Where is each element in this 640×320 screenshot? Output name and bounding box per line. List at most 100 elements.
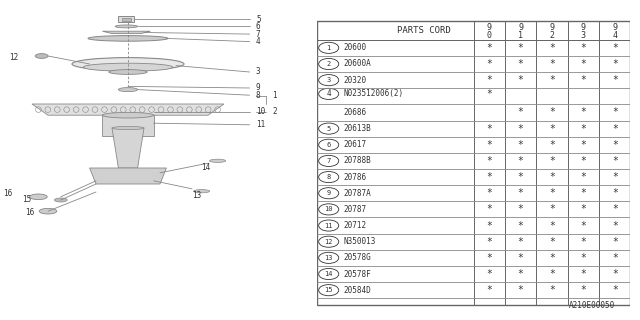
Text: 3: 3 bbox=[581, 31, 586, 40]
Text: *: * bbox=[580, 140, 586, 150]
Text: *: * bbox=[486, 89, 492, 99]
Text: *: * bbox=[549, 108, 555, 117]
Text: 20786: 20786 bbox=[344, 172, 367, 181]
Text: 16: 16 bbox=[3, 189, 12, 198]
Text: 9: 9 bbox=[256, 84, 260, 92]
Text: 0: 0 bbox=[487, 31, 492, 40]
Text: 14: 14 bbox=[202, 164, 211, 172]
Ellipse shape bbox=[29, 194, 47, 200]
Text: *: * bbox=[486, 124, 492, 134]
Text: *: * bbox=[549, 172, 555, 182]
Text: *: * bbox=[518, 108, 524, 117]
Text: 13: 13 bbox=[324, 255, 333, 261]
Text: 11: 11 bbox=[324, 222, 333, 228]
Text: 20788B: 20788B bbox=[344, 156, 371, 165]
Text: *: * bbox=[486, 237, 492, 247]
Text: *: * bbox=[580, 253, 586, 263]
Text: 20578F: 20578F bbox=[344, 269, 371, 278]
Text: *: * bbox=[549, 253, 555, 263]
Text: 2: 2 bbox=[326, 61, 331, 67]
Text: *: * bbox=[486, 285, 492, 295]
Text: 11: 11 bbox=[256, 120, 265, 129]
Text: *: * bbox=[486, 59, 492, 69]
Text: *: * bbox=[580, 285, 586, 295]
Text: 1: 1 bbox=[272, 92, 276, 100]
Text: *: * bbox=[612, 59, 618, 69]
Text: 13: 13 bbox=[192, 191, 201, 200]
Text: *: * bbox=[549, 156, 555, 166]
Text: *: * bbox=[549, 59, 555, 69]
Text: 8: 8 bbox=[326, 174, 331, 180]
Ellipse shape bbox=[112, 126, 144, 130]
Text: N023512006(2): N023512006(2) bbox=[344, 89, 404, 98]
Text: 10: 10 bbox=[324, 206, 333, 212]
Text: 2: 2 bbox=[550, 31, 554, 40]
Ellipse shape bbox=[210, 159, 226, 163]
Text: *: * bbox=[518, 156, 524, 166]
Text: *: * bbox=[580, 124, 586, 134]
Text: N350013: N350013 bbox=[344, 237, 376, 246]
Text: *: * bbox=[486, 156, 492, 166]
Text: *: * bbox=[549, 188, 555, 198]
Polygon shape bbox=[112, 128, 144, 168]
Text: *: * bbox=[580, 237, 586, 247]
Ellipse shape bbox=[83, 63, 173, 71]
Polygon shape bbox=[90, 168, 166, 184]
Ellipse shape bbox=[72, 58, 184, 70]
Text: *: * bbox=[612, 220, 618, 230]
Text: 4: 4 bbox=[326, 89, 331, 98]
Polygon shape bbox=[102, 115, 154, 136]
Text: *: * bbox=[612, 237, 618, 247]
Text: 14: 14 bbox=[324, 271, 333, 277]
Text: 3: 3 bbox=[326, 77, 331, 83]
Text: 3: 3 bbox=[256, 68, 260, 76]
Text: *: * bbox=[580, 188, 586, 198]
Text: *: * bbox=[549, 220, 555, 230]
Text: *: * bbox=[518, 59, 524, 69]
Text: *: * bbox=[549, 140, 555, 150]
Text: 20320: 20320 bbox=[344, 76, 367, 85]
Text: 9: 9 bbox=[326, 190, 331, 196]
Text: *: * bbox=[486, 75, 492, 85]
Text: 2: 2 bbox=[272, 108, 276, 116]
Text: 6: 6 bbox=[326, 142, 331, 148]
Text: *: * bbox=[612, 140, 618, 150]
Text: *: * bbox=[612, 269, 618, 279]
Text: *: * bbox=[549, 43, 555, 53]
Text: *: * bbox=[580, 75, 586, 85]
Text: *: * bbox=[580, 204, 586, 214]
Text: *: * bbox=[518, 140, 524, 150]
Ellipse shape bbox=[118, 88, 138, 92]
Text: 20617: 20617 bbox=[344, 140, 367, 149]
Text: *: * bbox=[518, 220, 524, 230]
Text: 7: 7 bbox=[326, 158, 331, 164]
Ellipse shape bbox=[115, 25, 138, 28]
Ellipse shape bbox=[39, 208, 57, 214]
Text: *: * bbox=[518, 269, 524, 279]
Text: *: * bbox=[518, 285, 524, 295]
Text: *: * bbox=[486, 204, 492, 214]
FancyBboxPatch shape bbox=[118, 16, 134, 22]
Text: 20787A: 20787A bbox=[344, 189, 371, 198]
Text: *: * bbox=[612, 124, 618, 134]
Text: 20584D: 20584D bbox=[344, 286, 371, 295]
Text: 20787: 20787 bbox=[344, 205, 367, 214]
Text: *: * bbox=[518, 172, 524, 182]
Text: *: * bbox=[549, 285, 555, 295]
Text: 12: 12 bbox=[10, 53, 19, 62]
Text: *: * bbox=[580, 156, 586, 166]
Text: 15: 15 bbox=[22, 196, 31, 204]
Text: 16: 16 bbox=[26, 208, 35, 217]
Text: 9: 9 bbox=[487, 23, 492, 32]
Ellipse shape bbox=[102, 112, 154, 118]
Text: 15: 15 bbox=[324, 287, 333, 293]
Text: *: * bbox=[486, 269, 492, 279]
Text: 4: 4 bbox=[256, 37, 260, 46]
Text: 8: 8 bbox=[256, 91, 260, 100]
Text: *: * bbox=[518, 188, 524, 198]
Text: *: * bbox=[518, 237, 524, 247]
Ellipse shape bbox=[109, 69, 147, 74]
FancyBboxPatch shape bbox=[122, 18, 131, 21]
Text: *: * bbox=[549, 124, 555, 134]
Text: 9: 9 bbox=[581, 23, 586, 32]
